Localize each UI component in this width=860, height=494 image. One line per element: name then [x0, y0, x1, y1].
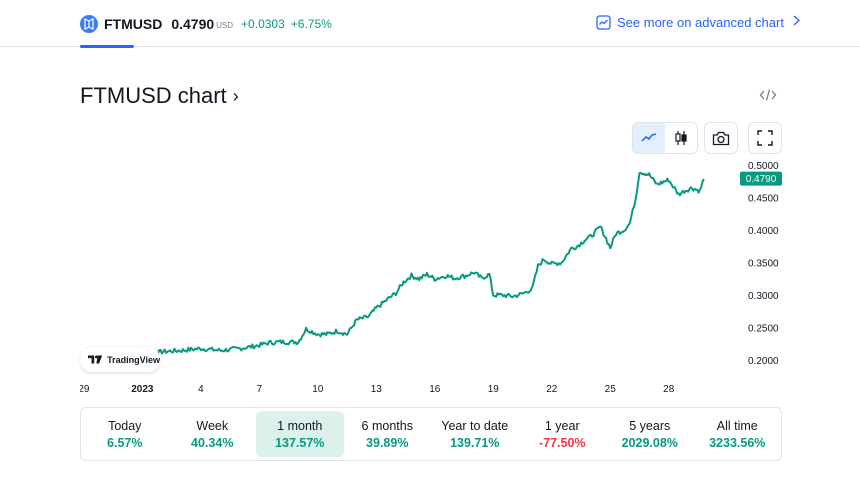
chart-style-toggle — [632, 122, 698, 154]
period-value: 39.89% — [366, 435, 409, 450]
x-tick-label: 4 — [198, 384, 204, 395]
fullscreen-icon — [757, 130, 773, 146]
x-tick-label: 16 — [429, 384, 441, 395]
x-tick-label: 19 — [488, 384, 500, 395]
fullscreen-button[interactable] — [748, 122, 782, 154]
x-tick-label: 13 — [371, 384, 383, 395]
period-1-month[interactable]: 1 month 137.57% — [256, 411, 344, 457]
x-tick-label: 7 — [257, 384, 263, 395]
period-value: 2029.08% — [621, 435, 678, 450]
tradingview-label: TradingView — [107, 354, 160, 365]
period-5-years[interactable]: 5 years 2029.08% — [606, 411, 694, 457]
period-label: All time — [716, 418, 758, 433]
x-tick-label: 29 — [80, 384, 90, 395]
fantom-coin-icon — [80, 14, 98, 33]
period-label: Year to date — [441, 418, 509, 433]
period-value: 139.71% — [450, 435, 500, 450]
chevron-right-icon — [793, 15, 800, 29]
x-tick-label: 10 — [312, 384, 324, 395]
snapshot-button[interactable] — [704, 122, 738, 154]
period-label: Week — [196, 418, 229, 433]
period-performance-bar: Today 6.57% Week 40.34% 1 month 137.57% 6 mont… — [80, 407, 782, 461]
y-tick-label: 0.3500 — [748, 259, 779, 270]
period-1-year[interactable]: 1 year -77.50% — [519, 411, 607, 457]
top-bar: FTMUSD 0.4790 USD +0.0303 +6.75% See mor… — [0, 0, 860, 48]
y-tick-label: 0.2500 — [748, 324, 779, 335]
symbol-price: 0.4790 — [171, 15, 215, 32]
period-label: 1 year — [544, 418, 580, 433]
x-tick-label: 25 — [605, 384, 617, 395]
y-tick-label: 0.4500 — [748, 194, 779, 205]
tradingview-badge[interactable]: TradingView — [80, 347, 160, 372]
chart-title-chevron: › — [232, 85, 239, 106]
last-price-tag — [740, 171, 782, 186]
last-price-label: 0.4790 — [746, 174, 777, 185]
symbol-name: FTMUSD — [104, 15, 163, 32]
advanced-chart-link[interactable]: See more on advanced chart — [596, 12, 800, 32]
symbol-tab[interactable]: FTMUSD 0.4790 USD +0.0303 +6.75% — [80, 0, 342, 48]
period-label: Today — [108, 418, 142, 433]
period-all-time[interactable]: All time 3233.56% — [694, 411, 782, 457]
period-6-months[interactable]: 6 months 39.89% — [344, 411, 432, 457]
period-value: 40.34% — [191, 435, 234, 450]
price-chart-svg: 0.5000 0.4500 0.4000 0.3500 0.3000 0.2500 0.20… — [78, 161, 782, 395]
period-week[interactable]: Week 40.34% — [169, 411, 257, 457]
change-absolute: +0.0303 — [241, 16, 285, 31]
period-value: 6.57% — [107, 435, 143, 450]
chart-title[interactable]: FTMUSD chart › — [80, 83, 239, 109]
period-value: 3233.56% — [709, 435, 766, 450]
period-label: 1 month — [277, 418, 323, 433]
y-tick-label: 0.2000 — [748, 356, 779, 367]
tradingview-logo-icon — [88, 355, 103, 364]
price-line — [126, 171, 705, 362]
line-chart-icon — [641, 133, 657, 142]
chart-title-text: FTMUSD chart — [80, 83, 227, 108]
embed-code-icon[interactable] — [759, 86, 777, 104]
candlestick-icon — [675, 131, 687, 145]
period-value: -77.50% — [538, 435, 586, 450]
period-label: 5 years — [629, 418, 671, 433]
x-tick-label: 28 — [663, 384, 675, 395]
period-year-to-date[interactable]: Year to date 139.71% — [431, 411, 519, 457]
price-currency: USD — [216, 21, 234, 30]
advanced-chart-label: See more on advanced chart — [617, 14, 784, 30]
x-tick-label: 2023 — [131, 384, 154, 395]
camera-icon — [712, 131, 730, 145]
y-tick-label: 0.4000 — [748, 226, 779, 237]
period-today[interactable]: Today 6.57% — [81, 411, 169, 457]
period-label: 6 months — [361, 418, 413, 433]
y-tick-label: 0.5000 — [748, 161, 779, 172]
candle-style-button[interactable] — [665, 123, 697, 153]
period-value: 137.57% — [275, 435, 325, 450]
advanced-chart-icon — [596, 14, 611, 30]
line-style-button[interactable] — [633, 123, 665, 153]
x-tick-label: 22 — [546, 384, 558, 395]
y-tick-label: 0.3000 — [748, 291, 779, 302]
price-chart[interactable]: 0.5000 0.4500 0.4000 0.3500 0.3000 0.2500 0.20… — [78, 160, 782, 395]
change-percent: +6.75% — [290, 16, 332, 31]
